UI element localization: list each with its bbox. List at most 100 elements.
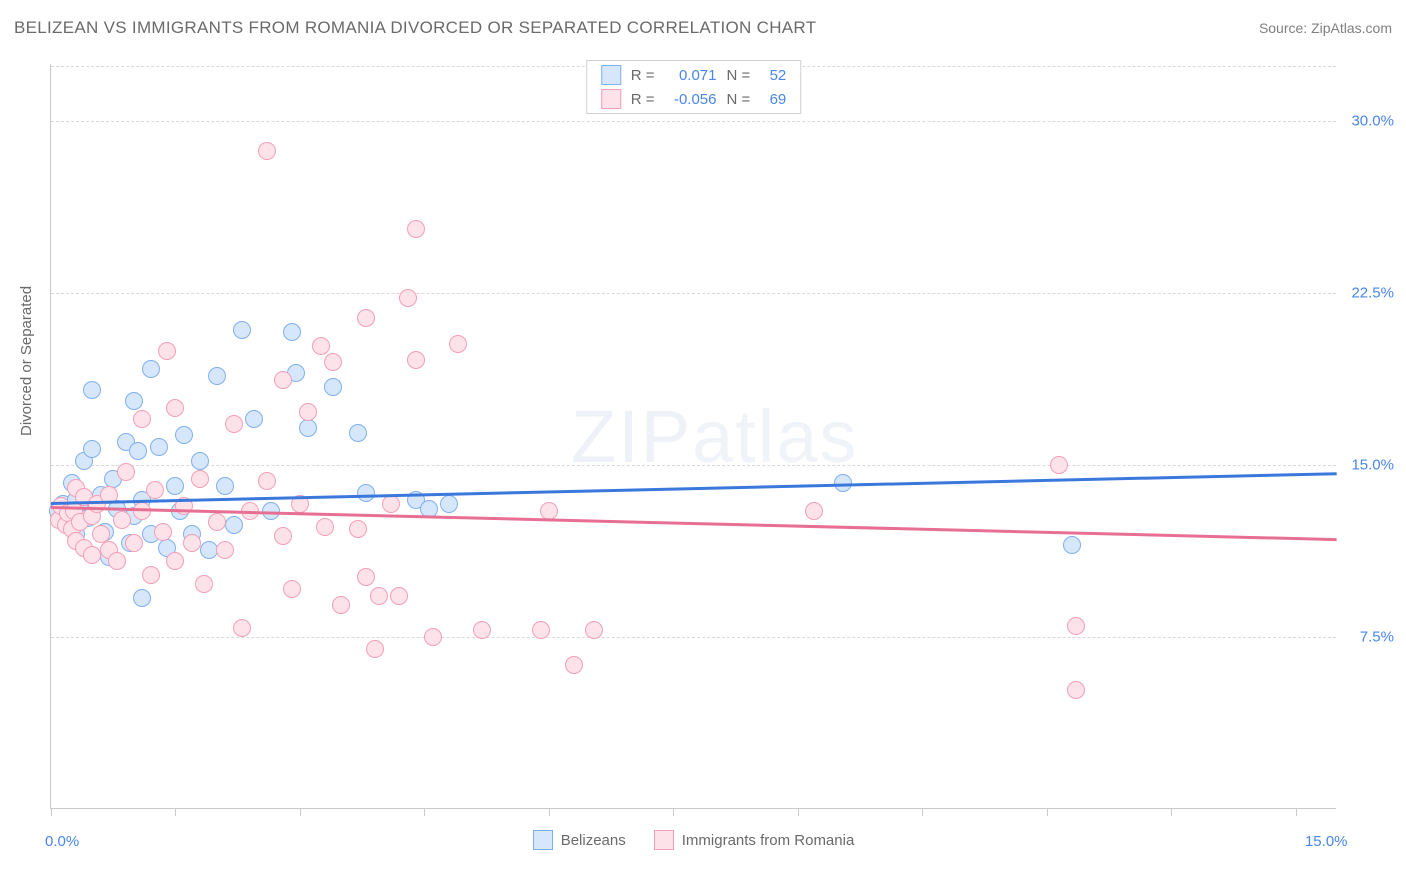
- data-point-romania: [424, 628, 442, 646]
- data-point-romania: [407, 220, 425, 238]
- data-point-romania: [357, 309, 375, 327]
- x-tick: [1171, 808, 1172, 816]
- chart-header: BELIZEAN VS IMMIGRANTS FROM ROMANIA DIVO…: [14, 18, 1392, 42]
- gridline: [51, 637, 1336, 638]
- data-point-romania: [191, 470, 209, 488]
- gridline: [51, 293, 1336, 294]
- data-point-romania: [1050, 456, 1068, 474]
- data-point-romania: [407, 351, 425, 369]
- data-point-romania: [473, 621, 491, 639]
- legend-label-belizeans: Belizeans: [561, 832, 626, 849]
- data-point-romania: [565, 656, 583, 674]
- trend-line-belizeans: [51, 472, 1337, 504]
- swatch-belizeans: [601, 65, 621, 85]
- data-point-belizeans: [1063, 536, 1081, 554]
- data-point-romania: [225, 415, 243, 433]
- y-tick-label: 22.5%: [1338, 285, 1394, 302]
- data-point-romania: [332, 596, 350, 614]
- x-tick: [51, 808, 52, 816]
- data-point-belizeans: [191, 452, 209, 470]
- data-point-romania: [108, 552, 126, 570]
- data-point-belizeans: [299, 419, 317, 437]
- swatch-romania: [601, 89, 621, 109]
- data-point-belizeans: [324, 378, 342, 396]
- data-point-romania: [133, 410, 151, 428]
- data-point-romania: [316, 518, 334, 536]
- data-point-romania: [233, 619, 251, 637]
- data-point-belizeans: [150, 438, 168, 456]
- data-point-romania: [283, 580, 301, 598]
- data-point-romania: [366, 640, 384, 658]
- data-point-romania: [133, 502, 151, 520]
- data-point-romania: [382, 495, 400, 513]
- data-point-belizeans: [208, 367, 226, 385]
- n-value-belizeans: 52: [760, 67, 786, 84]
- data-point-romania: [299, 403, 317, 421]
- data-point-belizeans: [440, 495, 458, 513]
- data-point-romania: [166, 399, 184, 417]
- data-point-romania: [357, 568, 375, 586]
- y-axis-title: Divorced or Separated: [18, 286, 35, 436]
- gridline: [51, 465, 1336, 466]
- legend-label-romania: Immigrants from Romania: [682, 832, 855, 849]
- chart-source: Source: ZipAtlas.com: [1259, 20, 1392, 36]
- data-point-romania: [113, 511, 131, 529]
- data-point-belizeans: [225, 516, 243, 534]
- x-tick: [673, 808, 674, 816]
- legend-row-belizeans: R = 0.071 N = 52: [587, 63, 801, 87]
- x-tick: [798, 808, 799, 816]
- swatch-belizeans-icon: [533, 830, 553, 850]
- r-value-belizeans: 0.071: [665, 67, 717, 84]
- trend-line-romania: [51, 506, 1337, 541]
- data-point-romania: [166, 552, 184, 570]
- data-point-romania: [117, 463, 135, 481]
- x-tick-label: 15.0%: [1305, 833, 1348, 850]
- data-point-romania: [183, 534, 201, 552]
- y-tick-label: 7.5%: [1338, 629, 1394, 646]
- x-tick: [922, 808, 923, 816]
- data-point-belizeans: [216, 477, 234, 495]
- gridline: [51, 121, 1336, 122]
- watermark: ZIPatlas: [571, 394, 858, 479]
- data-point-belizeans: [175, 426, 193, 444]
- x-tick: [549, 808, 550, 816]
- data-point-belizeans: [283, 323, 301, 341]
- y-tick-label: 30.0%: [1338, 113, 1394, 130]
- data-point-belizeans: [245, 410, 263, 428]
- n-value-romania: 69: [760, 91, 786, 108]
- data-point-romania: [83, 546, 101, 564]
- data-point-romania: [208, 513, 226, 531]
- data-point-belizeans: [83, 440, 101, 458]
- r-value-romania: -0.056: [665, 91, 717, 108]
- data-point-belizeans: [357, 484, 375, 502]
- data-point-romania: [154, 523, 172, 541]
- data-point-belizeans: [125, 392, 143, 410]
- chart-title: BELIZEAN VS IMMIGRANTS FROM ROMANIA DIVO…: [14, 18, 816, 38]
- data-point-romania: [125, 534, 143, 552]
- data-point-romania: [274, 527, 292, 545]
- data-point-romania: [585, 621, 603, 639]
- data-point-romania: [312, 337, 330, 355]
- x-tick: [300, 808, 301, 816]
- legend-item-romania: Immigrants from Romania: [654, 830, 855, 850]
- data-point-romania: [390, 587, 408, 605]
- x-tick: [1047, 808, 1048, 816]
- x-tick-label: 0.0%: [45, 833, 79, 850]
- data-point-romania: [399, 289, 417, 307]
- data-point-belizeans: [349, 424, 367, 442]
- data-point-romania: [805, 502, 823, 520]
- data-point-romania: [216, 541, 234, 559]
- x-tick: [424, 808, 425, 816]
- data-point-romania: [146, 481, 164, 499]
- x-tick: [1296, 808, 1297, 816]
- data-point-romania: [532, 621, 550, 639]
- n-label: N =: [727, 67, 751, 84]
- y-tick-label: 15.0%: [1338, 457, 1394, 474]
- plot-area: ZIPatlas R = 0.071 N = 52 R = -0.056 N =…: [50, 64, 1336, 809]
- x-tick: [175, 808, 176, 816]
- data-point-belizeans: [166, 477, 184, 495]
- r-label: R =: [631, 67, 655, 84]
- swatch-romania-icon: [654, 830, 674, 850]
- data-point-romania: [1067, 681, 1085, 699]
- data-point-belizeans: [233, 321, 251, 339]
